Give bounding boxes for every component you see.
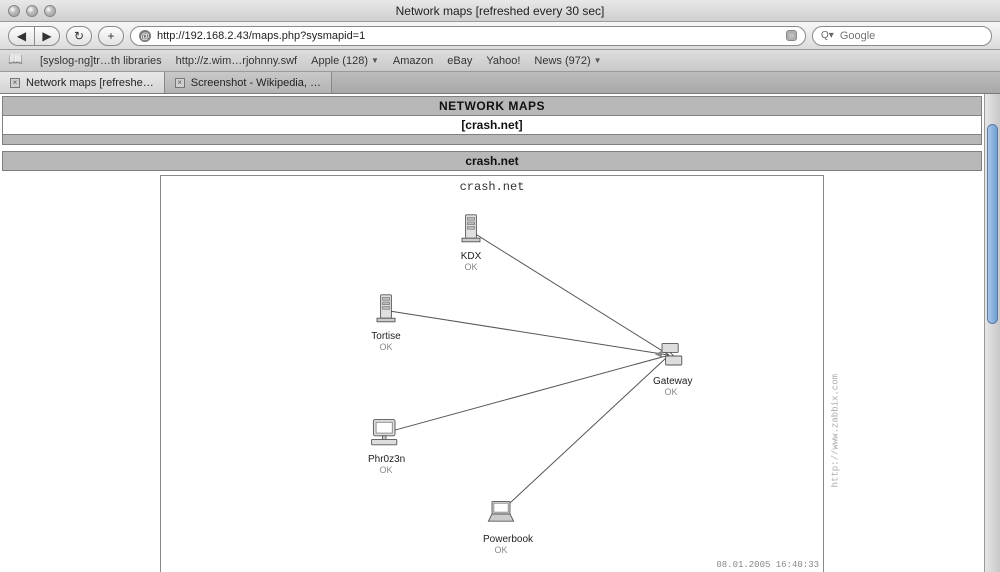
zoom-window-icon[interactable] <box>44 5 56 17</box>
bookmark-item[interactable]: News (972) ▼ <box>534 55 601 67</box>
nav-back-forward-group: ◀ ▶ <box>8 26 60 46</box>
window-title: Network maps [refreshed every 30 sec] <box>0 4 1000 18</box>
map-watermark: http://www.zabbix.com <box>830 374 840 487</box>
forward-button[interactable]: ▶ <box>34 26 60 46</box>
bookmark-label: [syslog-ng]tr…th libraries <box>40 55 162 67</box>
node-status: OK <box>368 342 404 352</box>
map-timestamp: 08.01.2005 16:40:33 <box>716 560 819 570</box>
tab-title: Network maps [refreshe… <box>26 77 154 89</box>
site-icon: @ <box>139 30 151 42</box>
map-title: crash.net <box>161 180 823 194</box>
node-status: OK <box>368 465 404 475</box>
plus-icon: + <box>107 29 114 43</box>
page-header-main: NETWORK MAPS <box>3 97 981 115</box>
node-status: OK <box>653 387 689 397</box>
node-label: Gateway <box>653 376 689 387</box>
node-status: OK <box>483 545 519 555</box>
map-node-tortise[interactable]: TortiseOK <box>368 293 404 352</box>
search-input[interactable] <box>840 30 983 42</box>
traffic-lights <box>8 5 56 17</box>
bookmark-item[interactable]: Amazon <box>393 55 433 67</box>
search-field[interactable]: Q▾ <box>812 26 992 46</box>
search-icon: Q▾ <box>821 30 834 41</box>
add-bookmark-button[interactable]: + <box>98 26 124 46</box>
map-node-phr0z3n[interactable]: Phr0z3nOK <box>368 416 404 475</box>
url-input[interactable] <box>157 30 780 42</box>
network-map: crash.net KDXOK TortiseOK Phr0z3nOK Powe… <box>160 175 824 572</box>
tab-title: Screenshot - Wikipedia, … <box>191 77 321 89</box>
header-spacer <box>2 135 982 145</box>
bookmark-label: Yahoo! <box>486 55 520 67</box>
tab-close-icon[interactable]: × <box>10 78 20 88</box>
back-icon: ◀ <box>17 29 26 43</box>
page-content: NETWORK MAPS [crash.net] crash.net crash… <box>0 94 984 572</box>
reload-button[interactable]: ↻ <box>66 26 92 46</box>
vertical-scrollbar[interactable] <box>984 94 1000 572</box>
rss-badge-icon[interactable]: ○ <box>786 30 797 41</box>
node-status: OK <box>453 262 489 272</box>
forward-icon: ▶ <box>42 29 51 43</box>
node-label: KDX <box>453 251 489 262</box>
map-node-kdx[interactable]: KDXOK <box>453 213 489 272</box>
bookmarks-menu-icon[interactable] <box>10 55 26 67</box>
tabs-bar: × Network maps [refreshe… × Screenshot - Wi… <box>0 72 1000 94</box>
bookmark-item[interactable]: eBay <box>447 55 472 67</box>
bookmark-label: Amazon <box>393 55 433 67</box>
scrollbar-thumb[interactable] <box>987 124 998 324</box>
bookmark-label: Apple (128) <box>311 55 368 67</box>
page-header-block: NETWORK MAPS [crash.net] <box>2 96 982 135</box>
chevron-down-icon: ▼ <box>594 56 602 65</box>
bookmark-item[interactable]: [syslog-ng]tr…th libraries <box>40 55 162 67</box>
bookmark-item[interactable]: http://z.wim…rjohnny.swf <box>176 55 297 67</box>
back-button[interactable]: ◀ <box>8 26 34 46</box>
bookmark-label: http://z.wim…rjohnny.swf <box>176 55 297 67</box>
node-label: Powerbook <box>483 534 519 545</box>
section-title: crash.net <box>2 151 982 171</box>
address-bar[interactable]: @ ○ <box>130 26 806 46</box>
close-window-icon[interactable] <box>8 5 20 17</box>
minimize-window-icon[interactable] <box>26 5 38 17</box>
node-label: Phr0z3n <box>368 454 404 465</box>
bookmark-label: eBay <box>447 55 472 67</box>
bookmark-label: News (972) <box>534 55 590 67</box>
reload-icon: ↻ <box>74 29 84 43</box>
map-node-powerbook[interactable]: PowerbookOK <box>483 496 519 555</box>
bookmarks-bar: [syslog-ng]tr…th libraries http://z.wim…r… <box>0 50 1000 72</box>
window-titlebar: Network maps [refreshed every 30 sec] <box>0 0 1000 22</box>
chevron-down-icon: ▼ <box>371 56 379 65</box>
node-label: Tortise <box>368 331 404 342</box>
map-node-gateway[interactable]: GatewayOK <box>653 338 689 397</box>
tab-close-icon[interactable]: × <box>175 78 185 88</box>
browser-toolbar: ◀ ▶ ↻ + @ ○ Q▾ <box>0 22 1000 50</box>
browser-tab[interactable]: × Network maps [refreshe… <box>0 72 165 93</box>
bookmark-item[interactable]: Apple (128)▼ <box>311 55 379 67</box>
bookmark-item[interactable]: Yahoo! <box>486 55 520 67</box>
page-header-sub[interactable]: [crash.net] <box>3 115 981 134</box>
browser-tab[interactable]: × Screenshot - Wikipedia, … <box>165 72 332 93</box>
